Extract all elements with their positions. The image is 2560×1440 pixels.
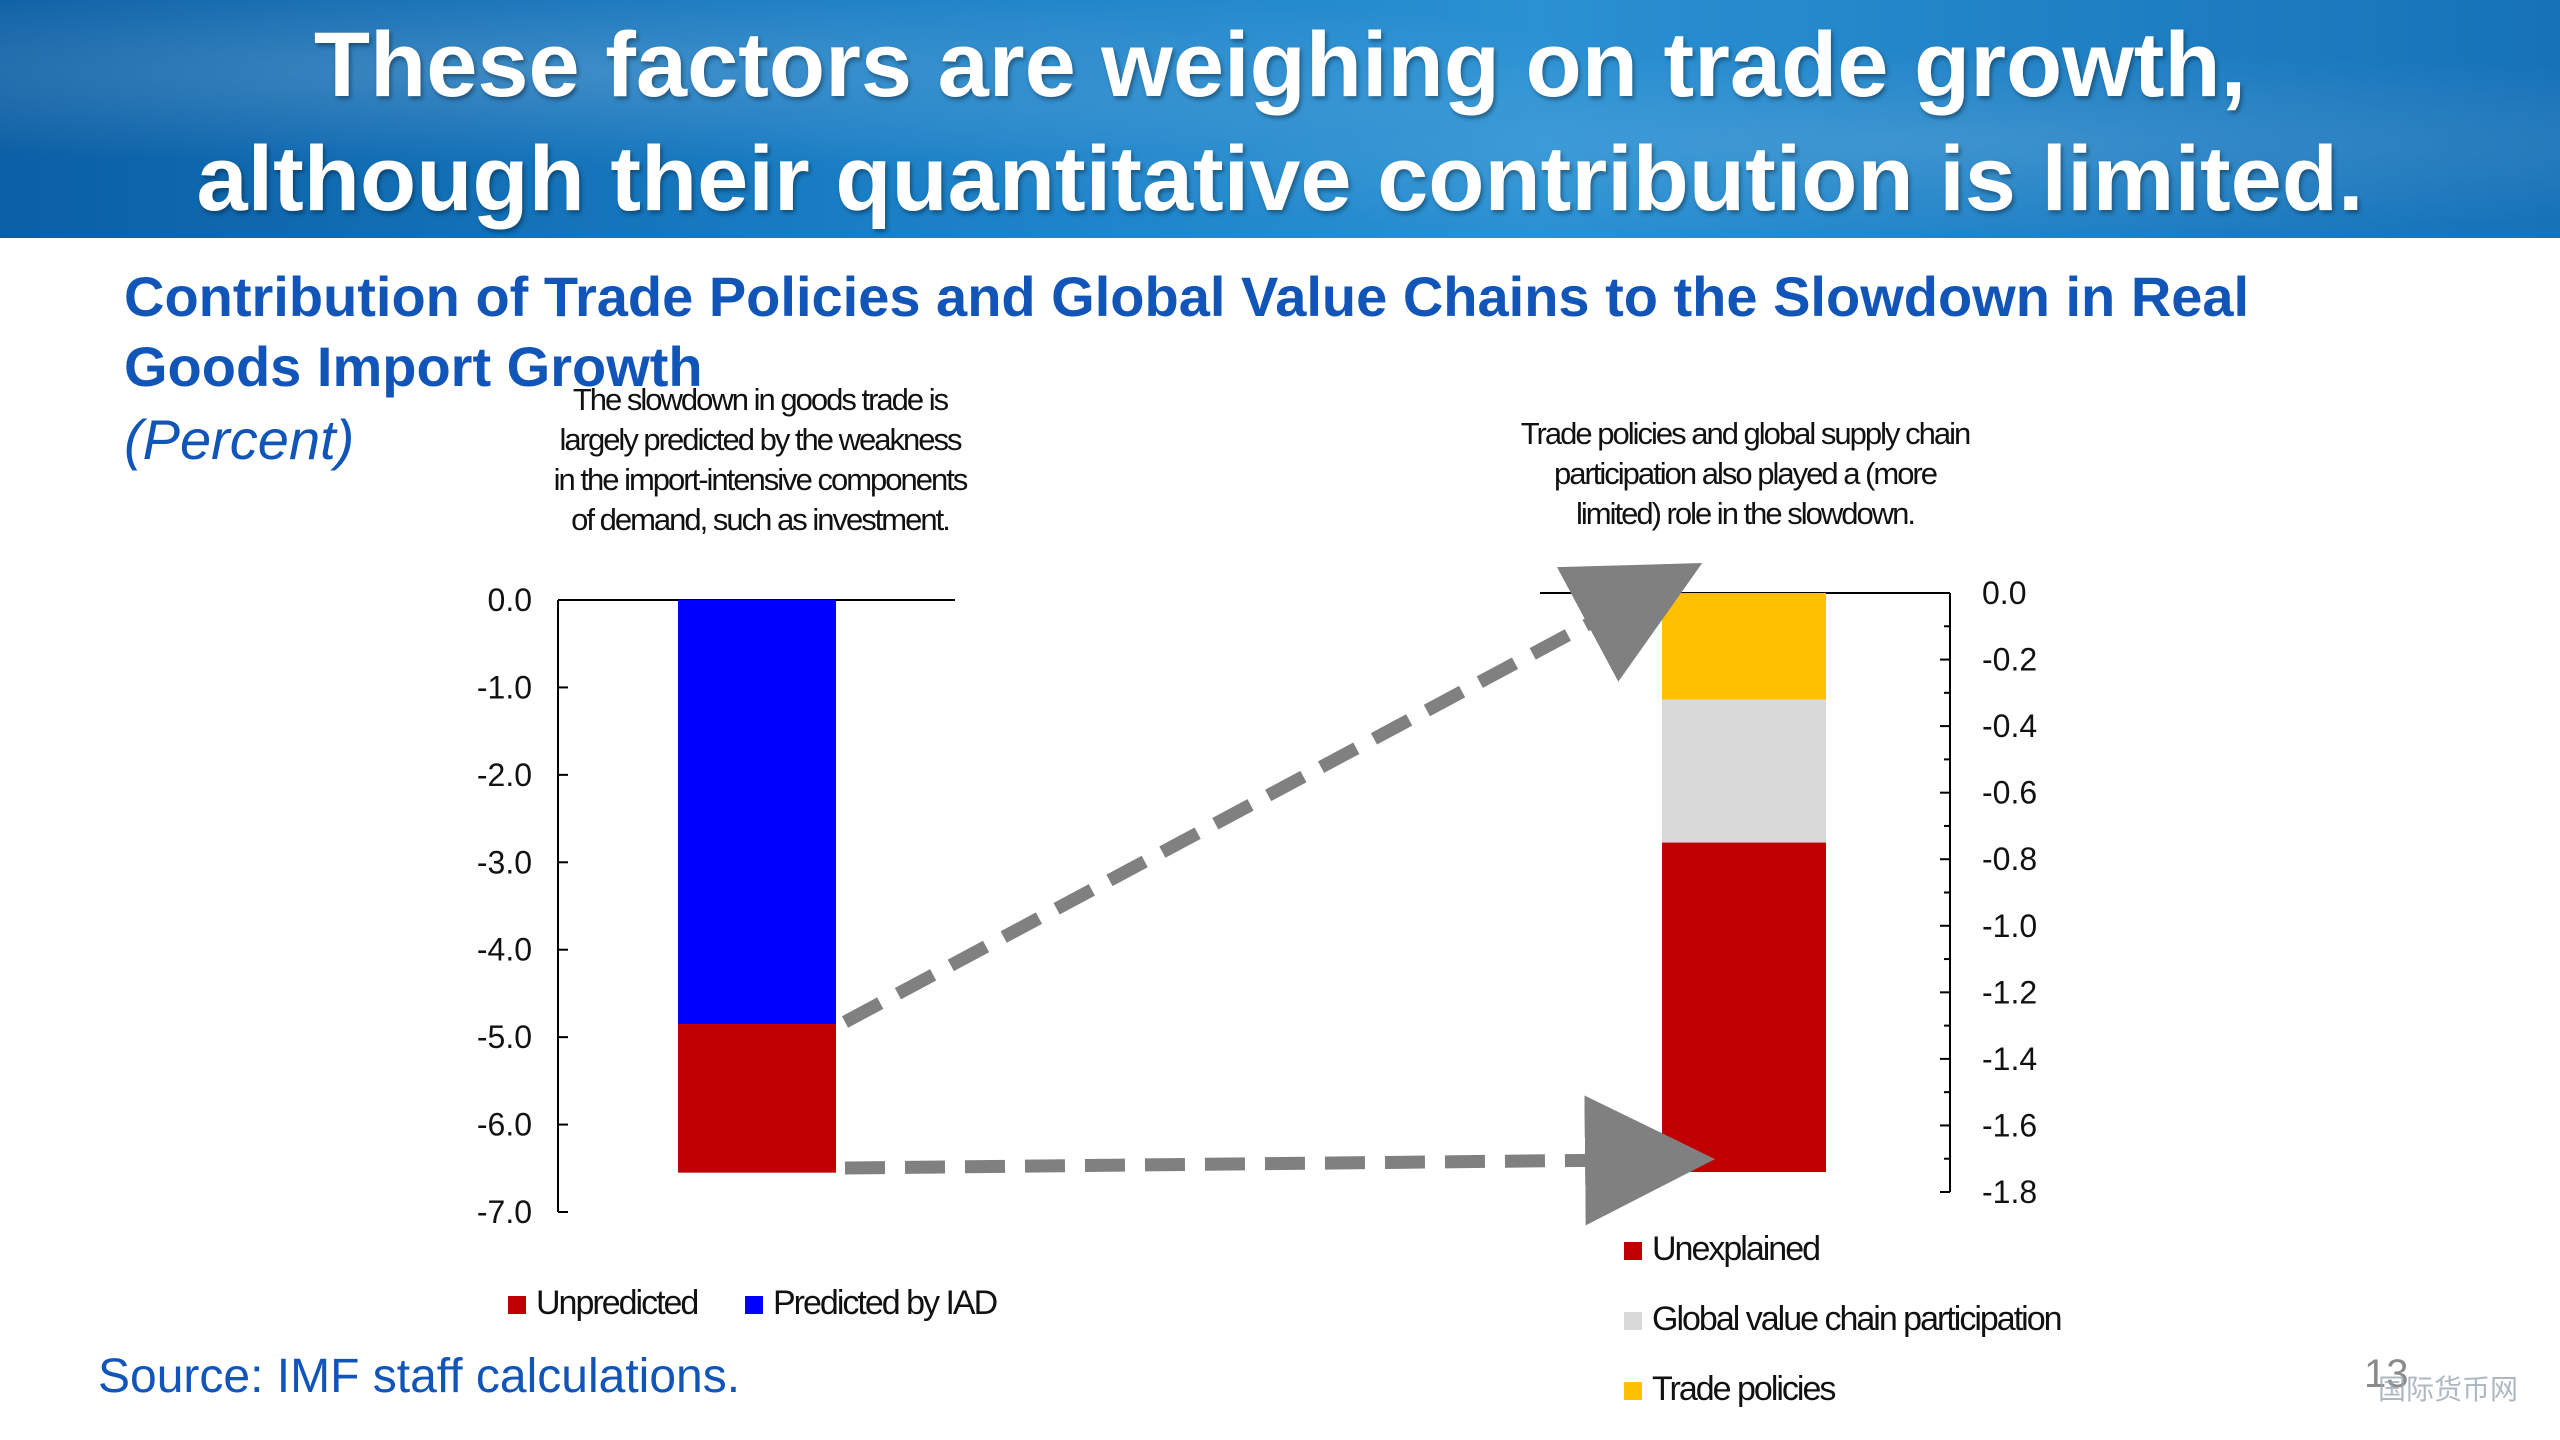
right-chart-tick-label: -1.0 <box>1982 908 2037 944</box>
chart-title: Contribution of Trade Policies and Globa… <box>124 265 2250 398</box>
left-chart-tick-label: -3.0 <box>477 844 532 880</box>
left-chart-bar-unpredicted <box>678 1024 836 1173</box>
left-chart-tick-label: -6.0 <box>477 1107 532 1143</box>
left-chart-tick-label: -5.0 <box>477 1019 532 1055</box>
right-chart-tick-label: -0.2 <box>1982 642 2037 678</box>
slide-headline: These factors are weighing on trade grow… <box>0 8 2560 236</box>
right-chart: 0.0 -0.2 -0.4 -0.6 -0.8 -1.0 -1.2 -1.4 -1.6 -1.8 U… <box>1540 575 2063 1408</box>
banner-background <box>0 0 2560 238</box>
headline-line-2: although their quantitative contribution… <box>196 128 2364 230</box>
right-chart-bar-trade-policies <box>1662 593 1826 700</box>
left-chart-tick-label: -7.0 <box>477 1194 532 1230</box>
connector-arrows <box>841 563 1715 1226</box>
right-chart-tick-label: -1.2 <box>1982 974 2037 1010</box>
arrow-to-right-top <box>841 563 1703 1028</box>
source-note: Source: IMF staff calculations. <box>98 1350 741 1403</box>
left-chart-tick-label: -1.0 <box>477 669 532 705</box>
title-banner: These factors are weighing on trade grow… <box>0 0 2560 238</box>
right-chart-tick-label: -1.6 <box>1982 1107 2037 1143</box>
right-chart-tick-label: -0.4 <box>1982 708 2037 744</box>
right-chart-legend-swatch <box>1624 1312 1642 1330</box>
right-chart-annotation: Trade policies and global supply chain p… <box>1520 416 1971 531</box>
right-chart-legend-label: Trade policies <box>1652 1370 1835 1408</box>
left-chart-legend-label: Predicted by IAD <box>773 1284 997 1322</box>
left-chart-tick-label: 0.0 <box>488 582 532 618</box>
watermark-logo: 国际货币网 <box>2378 1373 2519 1406</box>
left-chart: 0.0 -1.0 -2.0 -3.0 -4.0 -5.0 -6.0 -7.0 Unpredict… <box>477 582 999 1322</box>
left-chart-legend-swatch <box>508 1296 526 1314</box>
headline-line-1: These factors are weighing on trade grow… <box>313 14 2247 116</box>
right-chart-tick-label: -1.4 <box>1982 1041 2037 1077</box>
left-chart-legend-swatch <box>745 1296 763 1314</box>
left-chart-annotation: The slowdown in goods trade is largely p… <box>553 382 969 537</box>
right-chart-legend-label: Global value chain participation <box>1652 1300 2061 1338</box>
page-number: 13 <box>2364 1352 2409 1396</box>
arrow-to-right-bottom <box>844 1095 1715 1226</box>
left-chart-legend-label: Unpredicted <box>536 1284 697 1322</box>
right-chart-tick-label: -0.8 <box>1982 841 2037 877</box>
right-chart-legend-swatch <box>1624 1242 1642 1260</box>
chart-subtitle: (Percent) <box>124 408 355 471</box>
right-chart-legend-swatch <box>1624 1382 1642 1400</box>
right-chart-tick-label: -1.8 <box>1982 1174 2037 1210</box>
right-chart-tick-label: 0.0 <box>1982 575 2026 611</box>
right-chart-legend-label: Unexplained <box>1652 1230 1819 1268</box>
right-chart-bar-unexplained <box>1662 842 1826 1173</box>
left-chart-tick-label: -2.0 <box>477 757 532 793</box>
right-chart-tick-label: -0.6 <box>1982 775 2037 811</box>
left-chart-bar-predicted-by-iad <box>678 600 836 1025</box>
left-chart-tick-label: -4.0 <box>477 932 532 968</box>
right-chart-bar-global-value-chain-participation <box>1662 699 1826 843</box>
